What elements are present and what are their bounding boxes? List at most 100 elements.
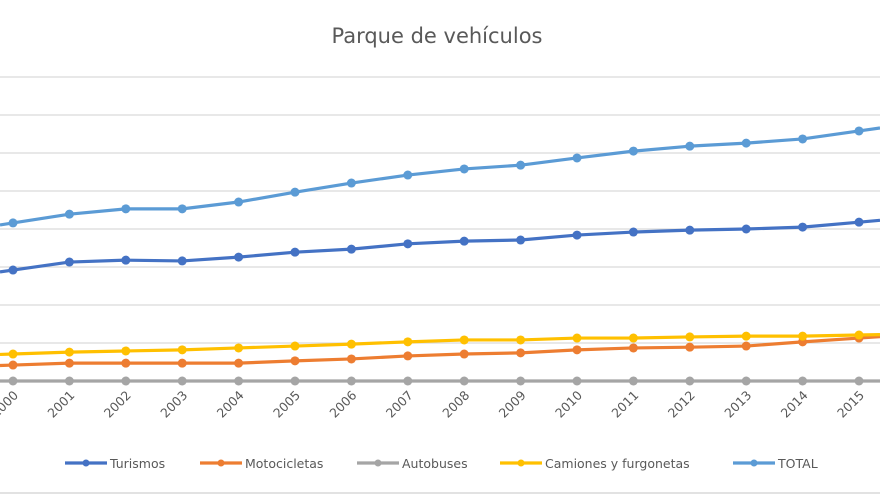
data-point xyxy=(121,376,131,386)
legend-label: Motocicletas xyxy=(245,456,323,471)
data-point xyxy=(290,341,300,351)
series-camiones-y-furgonetas xyxy=(0,330,880,359)
x-tick-label: 2010 xyxy=(552,387,585,420)
x-tick-label: 2005 xyxy=(270,388,303,421)
x-axis-ticks: 2000 2001 2002 2003 2004 2005 2006 2007 2008 2009… xyxy=(0,387,867,420)
data-point xyxy=(798,134,808,144)
data-point xyxy=(8,218,18,228)
series-line xyxy=(0,126,880,227)
data-point xyxy=(403,239,413,249)
data-point xyxy=(572,153,582,163)
x-tick-label: 2002 xyxy=(101,388,134,421)
data-point xyxy=(234,252,244,262)
x-tick-label: 2012 xyxy=(665,388,698,421)
data-point xyxy=(234,197,244,207)
data-point xyxy=(290,187,300,197)
data-point xyxy=(64,209,74,219)
data-point xyxy=(346,244,356,254)
data-point xyxy=(741,341,751,351)
data-point xyxy=(346,376,356,386)
data-point xyxy=(572,376,582,386)
data-point xyxy=(346,178,356,188)
data-point xyxy=(290,356,300,366)
series-line xyxy=(0,335,880,368)
data-point xyxy=(346,339,356,349)
data-point xyxy=(403,351,413,361)
data-point xyxy=(121,358,131,368)
data-point xyxy=(459,236,469,246)
data-point xyxy=(459,335,469,345)
legend-label: TOTAL xyxy=(777,456,818,471)
series-group xyxy=(0,126,880,386)
data-point xyxy=(403,376,413,386)
data-point xyxy=(234,376,244,386)
data-point xyxy=(798,331,808,341)
data-point xyxy=(8,349,18,359)
data-point xyxy=(121,346,131,356)
data-point xyxy=(572,345,582,355)
data-point xyxy=(854,126,864,136)
data-point xyxy=(741,224,751,234)
data-point xyxy=(798,376,808,386)
legend-label: Autobuses xyxy=(402,456,468,471)
data-point xyxy=(459,164,469,174)
data-point xyxy=(177,256,187,266)
data-point xyxy=(854,330,864,340)
data-point xyxy=(516,335,526,345)
data-point xyxy=(121,204,131,214)
legend-marker xyxy=(82,459,90,467)
legend-marker xyxy=(217,459,225,467)
x-tick-label: 2000 xyxy=(0,387,21,420)
legend-item: Motocicletas xyxy=(200,456,323,471)
data-point xyxy=(854,376,864,386)
data-point xyxy=(121,255,131,265)
x-tick-label: 2011 xyxy=(608,388,641,421)
series-turismos xyxy=(0,217,880,275)
legend-label: Camiones y furgonetas xyxy=(545,456,690,471)
data-point xyxy=(8,360,18,370)
data-point xyxy=(346,354,356,364)
data-point xyxy=(516,160,526,170)
data-point xyxy=(628,146,638,156)
data-point xyxy=(8,265,18,275)
data-point xyxy=(628,227,638,237)
data-point xyxy=(685,376,695,386)
legend-marker xyxy=(374,459,382,467)
data-point xyxy=(516,235,526,245)
data-point xyxy=(572,333,582,343)
data-point xyxy=(854,217,864,227)
x-tick-label: 2013 xyxy=(721,388,754,421)
data-point xyxy=(8,376,18,386)
data-point xyxy=(64,358,74,368)
x-tick-label: 2015 xyxy=(834,388,867,421)
data-point xyxy=(516,376,526,386)
data-point xyxy=(516,348,526,358)
data-point xyxy=(177,376,187,386)
data-point xyxy=(798,222,808,232)
data-point xyxy=(403,170,413,180)
data-point xyxy=(64,376,74,386)
x-tick-label: 2003 xyxy=(157,388,190,421)
x-tick-label: 2001 xyxy=(44,388,77,421)
data-point xyxy=(628,333,638,343)
series-line xyxy=(0,218,880,274)
legend-item: Autobuses xyxy=(357,456,468,471)
data-point xyxy=(685,332,695,342)
data-point xyxy=(685,225,695,235)
data-point xyxy=(459,349,469,359)
x-tick-label: 2006 xyxy=(326,387,359,420)
data-point xyxy=(403,337,413,347)
legend-item: TOTAL xyxy=(733,456,818,471)
series-motocicletas xyxy=(0,333,880,370)
data-point xyxy=(459,376,469,386)
series-total xyxy=(0,126,880,228)
legend-item: Turismos xyxy=(65,456,165,471)
data-point xyxy=(177,204,187,214)
data-point xyxy=(177,345,187,355)
data-point xyxy=(290,247,300,257)
data-point xyxy=(290,376,300,386)
x-tick-label: 2004 xyxy=(214,387,247,420)
legend-label: Turismos xyxy=(109,456,165,471)
legend-marker xyxy=(517,459,525,467)
